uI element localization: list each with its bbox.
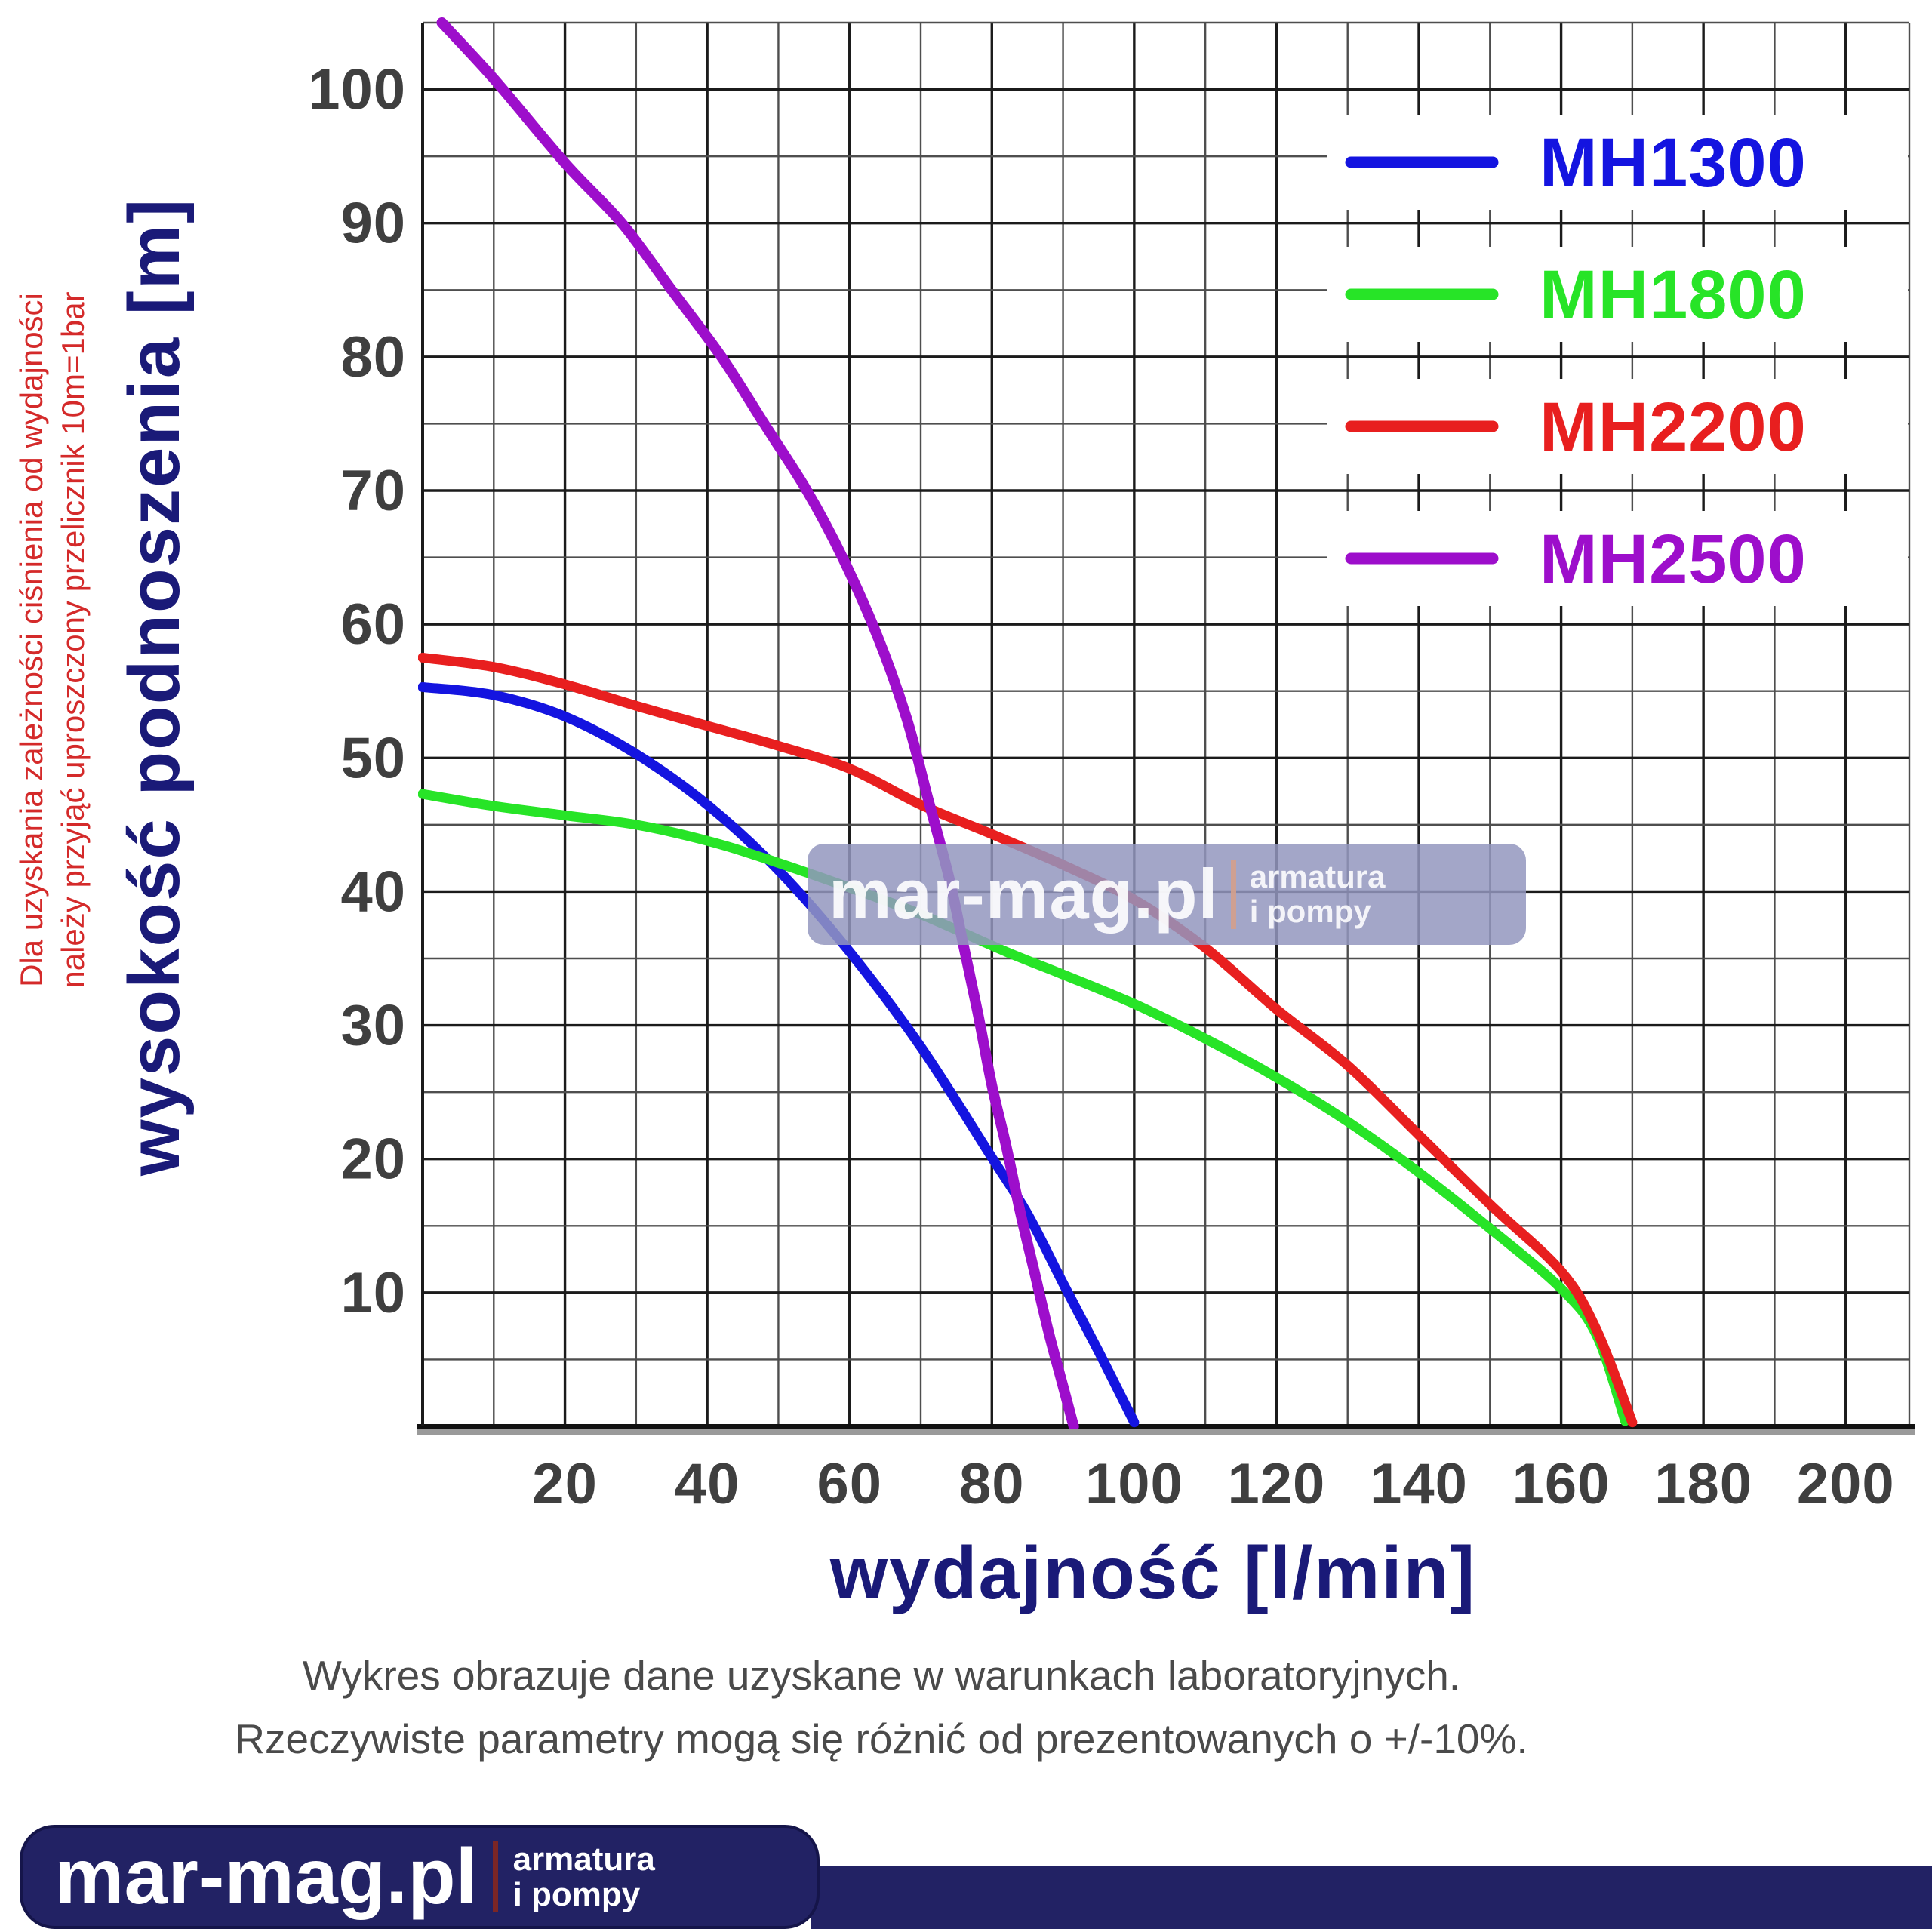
x-axis-shadow — [417, 1429, 1915, 1435]
legend-item-bg-MH2500 — [1327, 511, 1908, 606]
x-tick-label-160: 160 — [1512, 1452, 1611, 1516]
y-tick-label-80: 80 — [340, 325, 406, 389]
curve-MH2500 — [436, 17, 1079, 1429]
y-tick-label-20: 20 — [340, 1128, 406, 1192]
x-tick-label-80: 80 — [959, 1452, 1025, 1516]
y-tick-label-40: 40 — [340, 860, 406, 924]
brand-logo-bar — [811, 1866, 1932, 1929]
watermark-tagline-line-1: armatura — [1249, 859, 1386, 894]
footer-disclaimer-line-2: Rzeczywiste parametry mogą się różnić od… — [235, 1715, 1528, 1762]
y-tick-label-70: 70 — [340, 459, 406, 523]
y-tick-label-50: 50 — [340, 726, 406, 790]
watermark: mar-mag.pl armatura i pompy — [808, 844, 1526, 945]
y-tick-label-100: 100 — [308, 58, 406, 122]
y-tick-label-60: 60 — [340, 592, 406, 657]
legend-item-bg-MH1800 — [1327, 247, 1908, 342]
curve-MH2200 — [418, 652, 1638, 1428]
curve-MH1300 — [418, 681, 1140, 1428]
brand-logo-divider — [492, 1841, 498, 1912]
x-tick-label-100: 100 — [1085, 1452, 1183, 1516]
legend-label-MH2200: MH2200 — [1540, 389, 1807, 466]
x-tick-label-20: 20 — [532, 1452, 598, 1516]
watermark-tagline: armatura i pompy — [1250, 860, 1386, 929]
y-axis-label: wysokość podnoszenia [m] — [114, 197, 195, 1177]
pressure-conversion-note-line-2: należy przyjąć uproszczony przelicznik 1… — [55, 291, 91, 989]
footer-disclaimer: Wykres obrazuje dane uzyskane w warunkac… — [0, 1644, 1763, 1770]
footer-disclaimer-line-1: Wykres obrazuje dane uzyskane w warunkac… — [302, 1652, 1461, 1699]
x-tick-label-180: 180 — [1654, 1452, 1752, 1516]
x-tick-label-140: 140 — [1370, 1452, 1468, 1516]
x-tick-label-200: 200 — [1797, 1452, 1895, 1516]
y-tick-label-30: 30 — [340, 994, 406, 1058]
curve-MH1800 — [418, 789, 1630, 1426]
legend-item-bg-MH1300 — [1327, 115, 1908, 210]
legend-label-MH1300: MH1300 — [1540, 125, 1807, 202]
watermark-divider — [1230, 860, 1236, 929]
pressure-conversion-note: Dla uzyskania zależności ciśnienia od wy… — [11, 142, 98, 1138]
x-tick-label-40: 40 — [675, 1452, 740, 1516]
brand-logo-tagline-line-1: armatura — [512, 1841, 655, 1878]
watermark-brand-text: mar-mag.pl — [829, 854, 1219, 934]
x-tick-label-60: 60 — [817, 1452, 882, 1516]
pressure-conversion-note-line-1: Dla uzyskania zależności ciśnienia od wy… — [14, 293, 49, 987]
legend-item-bg-MH2200 — [1327, 379, 1908, 474]
brand-logo-text: mar-mag.pl — [54, 1832, 478, 1921]
y-tick-label-10: 10 — [340, 1261, 406, 1325]
y-tick-label-90: 90 — [340, 192, 406, 256]
x-axis-label: wydajność [l/min] — [829, 1531, 1477, 1614]
legend-label-MH1800: MH1800 — [1540, 257, 1807, 334]
x-tick-label-120: 120 — [1228, 1452, 1326, 1516]
legend-label-MH2500: MH2500 — [1540, 521, 1807, 598]
brand-logo: mar-mag.pl armatura i pompy — [20, 1825, 820, 1929]
brand-logo-tagline: armatura i pompy — [513, 1841, 655, 1912]
brand-logo-tagline-line-2: i pompy — [512, 1876, 641, 1913]
watermark-tagline-line-2: i pompy — [1249, 894, 1371, 929]
